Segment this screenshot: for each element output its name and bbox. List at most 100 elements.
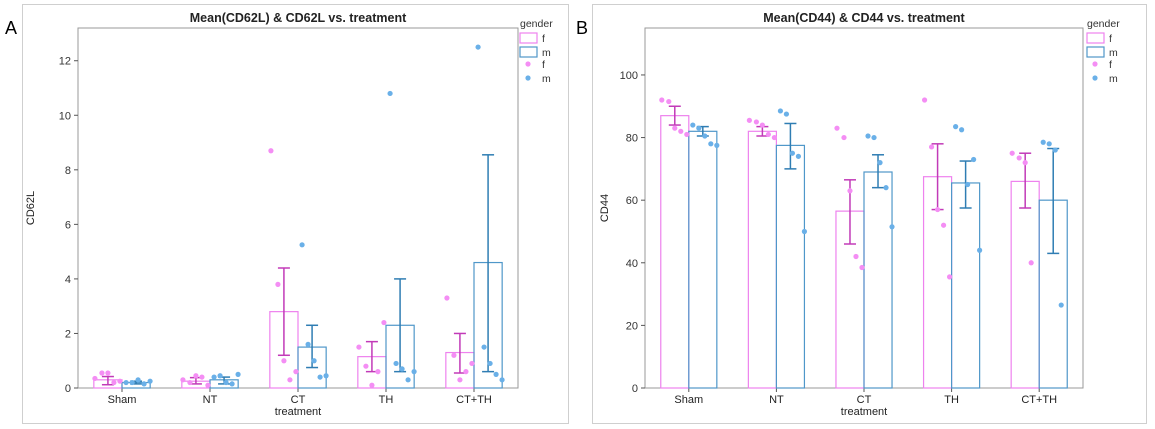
data-point-m [795,153,802,159]
data-point-f [205,382,211,388]
data-point-m [481,344,487,350]
x-tick-label: NT [203,394,218,406]
legend-label-bar: m [1109,47,1118,59]
legend-swatch-bar-m [1086,46,1105,58]
data-point-f [746,117,752,123]
data-point-f [193,373,199,379]
chart-title: Mean(CD62L) & CD62L vs. treatment [190,11,407,25]
data-point-m [889,224,895,230]
data-point-m [399,366,405,372]
data-point-m [883,185,889,191]
data-point-f [678,128,684,134]
data-point-f [111,379,117,386]
y-tick-label: 8 [65,165,71,177]
data-point-f [1022,160,1028,166]
panel-letter-b: B [576,18,589,38]
y-tick-label: 0 [65,383,71,395]
data-point-m [229,381,235,387]
data-point-m [865,133,871,139]
data-point-f [672,125,678,131]
data-point-f [841,134,847,141]
data-point-m [323,373,329,379]
legend-label-point: m [542,73,551,85]
data-point-f [859,264,865,271]
data-point-f [199,374,205,380]
data-point-f [1016,155,1022,161]
data-point-m [393,360,399,367]
x-tick-label: CT+TH [1021,394,1057,406]
data-point-f [117,378,123,384]
data-point-m [1046,141,1052,147]
y-tick-label: 60 [626,195,638,207]
data-point-m [487,360,493,367]
data-point-m [971,156,977,163]
legend-swatch-point-m [1092,75,1098,81]
chart-title: Mean(CD44) & CD44 vs. treatment [763,11,965,25]
legend-label-point: f [542,59,545,71]
y-tick-label: 80 [626,133,638,145]
data-point-m [708,141,714,147]
data-point-m [405,377,411,383]
data-point-m [475,44,481,50]
data-point-f [99,370,105,376]
data-point-m [129,379,135,386]
legend-title: gender [1087,18,1120,30]
x-tick-label: TH [379,394,394,406]
data-point-f [753,119,759,125]
data-point-f [375,369,381,375]
data-point-f [940,222,947,228]
data-point-f [921,97,928,103]
data-point-m [953,124,959,130]
data-point-f [847,188,853,194]
data-point-m [871,134,877,141]
y-tick-label: 100 [620,70,638,82]
data-point-m [877,160,883,166]
data-point-f [187,379,193,386]
data-point-f [659,97,665,103]
data-point-f [105,370,111,376]
data-point-m [141,381,147,387]
data-point-m [317,374,323,380]
bar-m-TH [950,182,981,389]
data-point-f [853,253,859,260]
y-tick-label: 12 [59,56,71,68]
bar-m-CT [863,171,893,389]
legend-label-bar: f [542,33,545,45]
legend-label-point: m [1109,73,1118,85]
legend-swatch-bar-f [1086,32,1105,44]
data-point-m [801,228,808,235]
data-point-f [363,363,369,369]
data-point-m [965,181,971,188]
x-tick-label: CT+TH [456,394,492,406]
data-point-f [469,360,475,367]
data-point-f [946,274,953,280]
legend-label-bar: f [1109,33,1112,45]
data-point-f [293,369,299,375]
legend-title: gender [520,18,553,30]
y-tick-label: 20 [626,320,638,332]
legend-label-point: f [1109,59,1112,71]
data-point-f [287,377,293,383]
x-tick-label: Sham [108,394,137,406]
data-point-f [281,358,287,364]
data-point-f [759,122,765,128]
data-point-m [135,377,141,383]
data-point-f [765,131,771,138]
data-point-m [387,90,393,97]
x-tick-label: NT [769,394,784,406]
bar-f-CT+TH [1010,180,1040,389]
y-tick-label: 40 [626,258,638,270]
legend-swatch-bar-f [519,32,538,44]
data-point-f [444,295,450,301]
y-tick-label: 0 [632,383,638,395]
data-point-m [299,242,305,248]
data-point-f [1009,150,1015,156]
data-point-m [411,369,417,375]
bar-m-Sham [688,130,718,389]
data-point-m [1058,302,1064,308]
bar-f-Sham [660,115,690,389]
y-axis-label: CD44 [599,194,611,222]
y-tick-label: 4 [65,274,71,286]
data-point-f [369,382,375,388]
